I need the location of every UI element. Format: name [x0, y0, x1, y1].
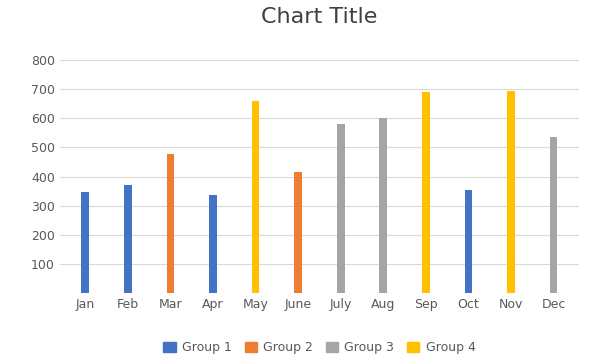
Bar — [337, 124, 344, 293]
Bar — [507, 91, 515, 293]
Bar — [252, 101, 259, 293]
Bar — [294, 172, 302, 293]
Bar — [422, 92, 430, 293]
Bar — [209, 195, 217, 293]
Bar — [167, 154, 174, 293]
Bar — [81, 192, 89, 293]
Bar — [550, 137, 558, 293]
Bar — [380, 119, 387, 293]
Bar — [124, 185, 132, 293]
Legend: Group 1, Group 2, Group 3, Group 4: Group 1, Group 2, Group 3, Group 4 — [158, 337, 481, 357]
Bar — [464, 190, 472, 293]
Title: Chart Title: Chart Title — [261, 7, 377, 27]
